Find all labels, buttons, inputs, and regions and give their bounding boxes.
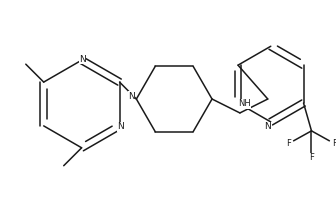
- Text: N: N: [117, 122, 124, 131]
- Text: F: F: [332, 139, 336, 148]
- Text: F: F: [286, 139, 291, 148]
- Text: N: N: [264, 122, 271, 131]
- Text: NH: NH: [238, 100, 251, 109]
- Text: F: F: [309, 153, 314, 162]
- Text: N: N: [128, 92, 135, 101]
- Text: N: N: [79, 55, 86, 64]
